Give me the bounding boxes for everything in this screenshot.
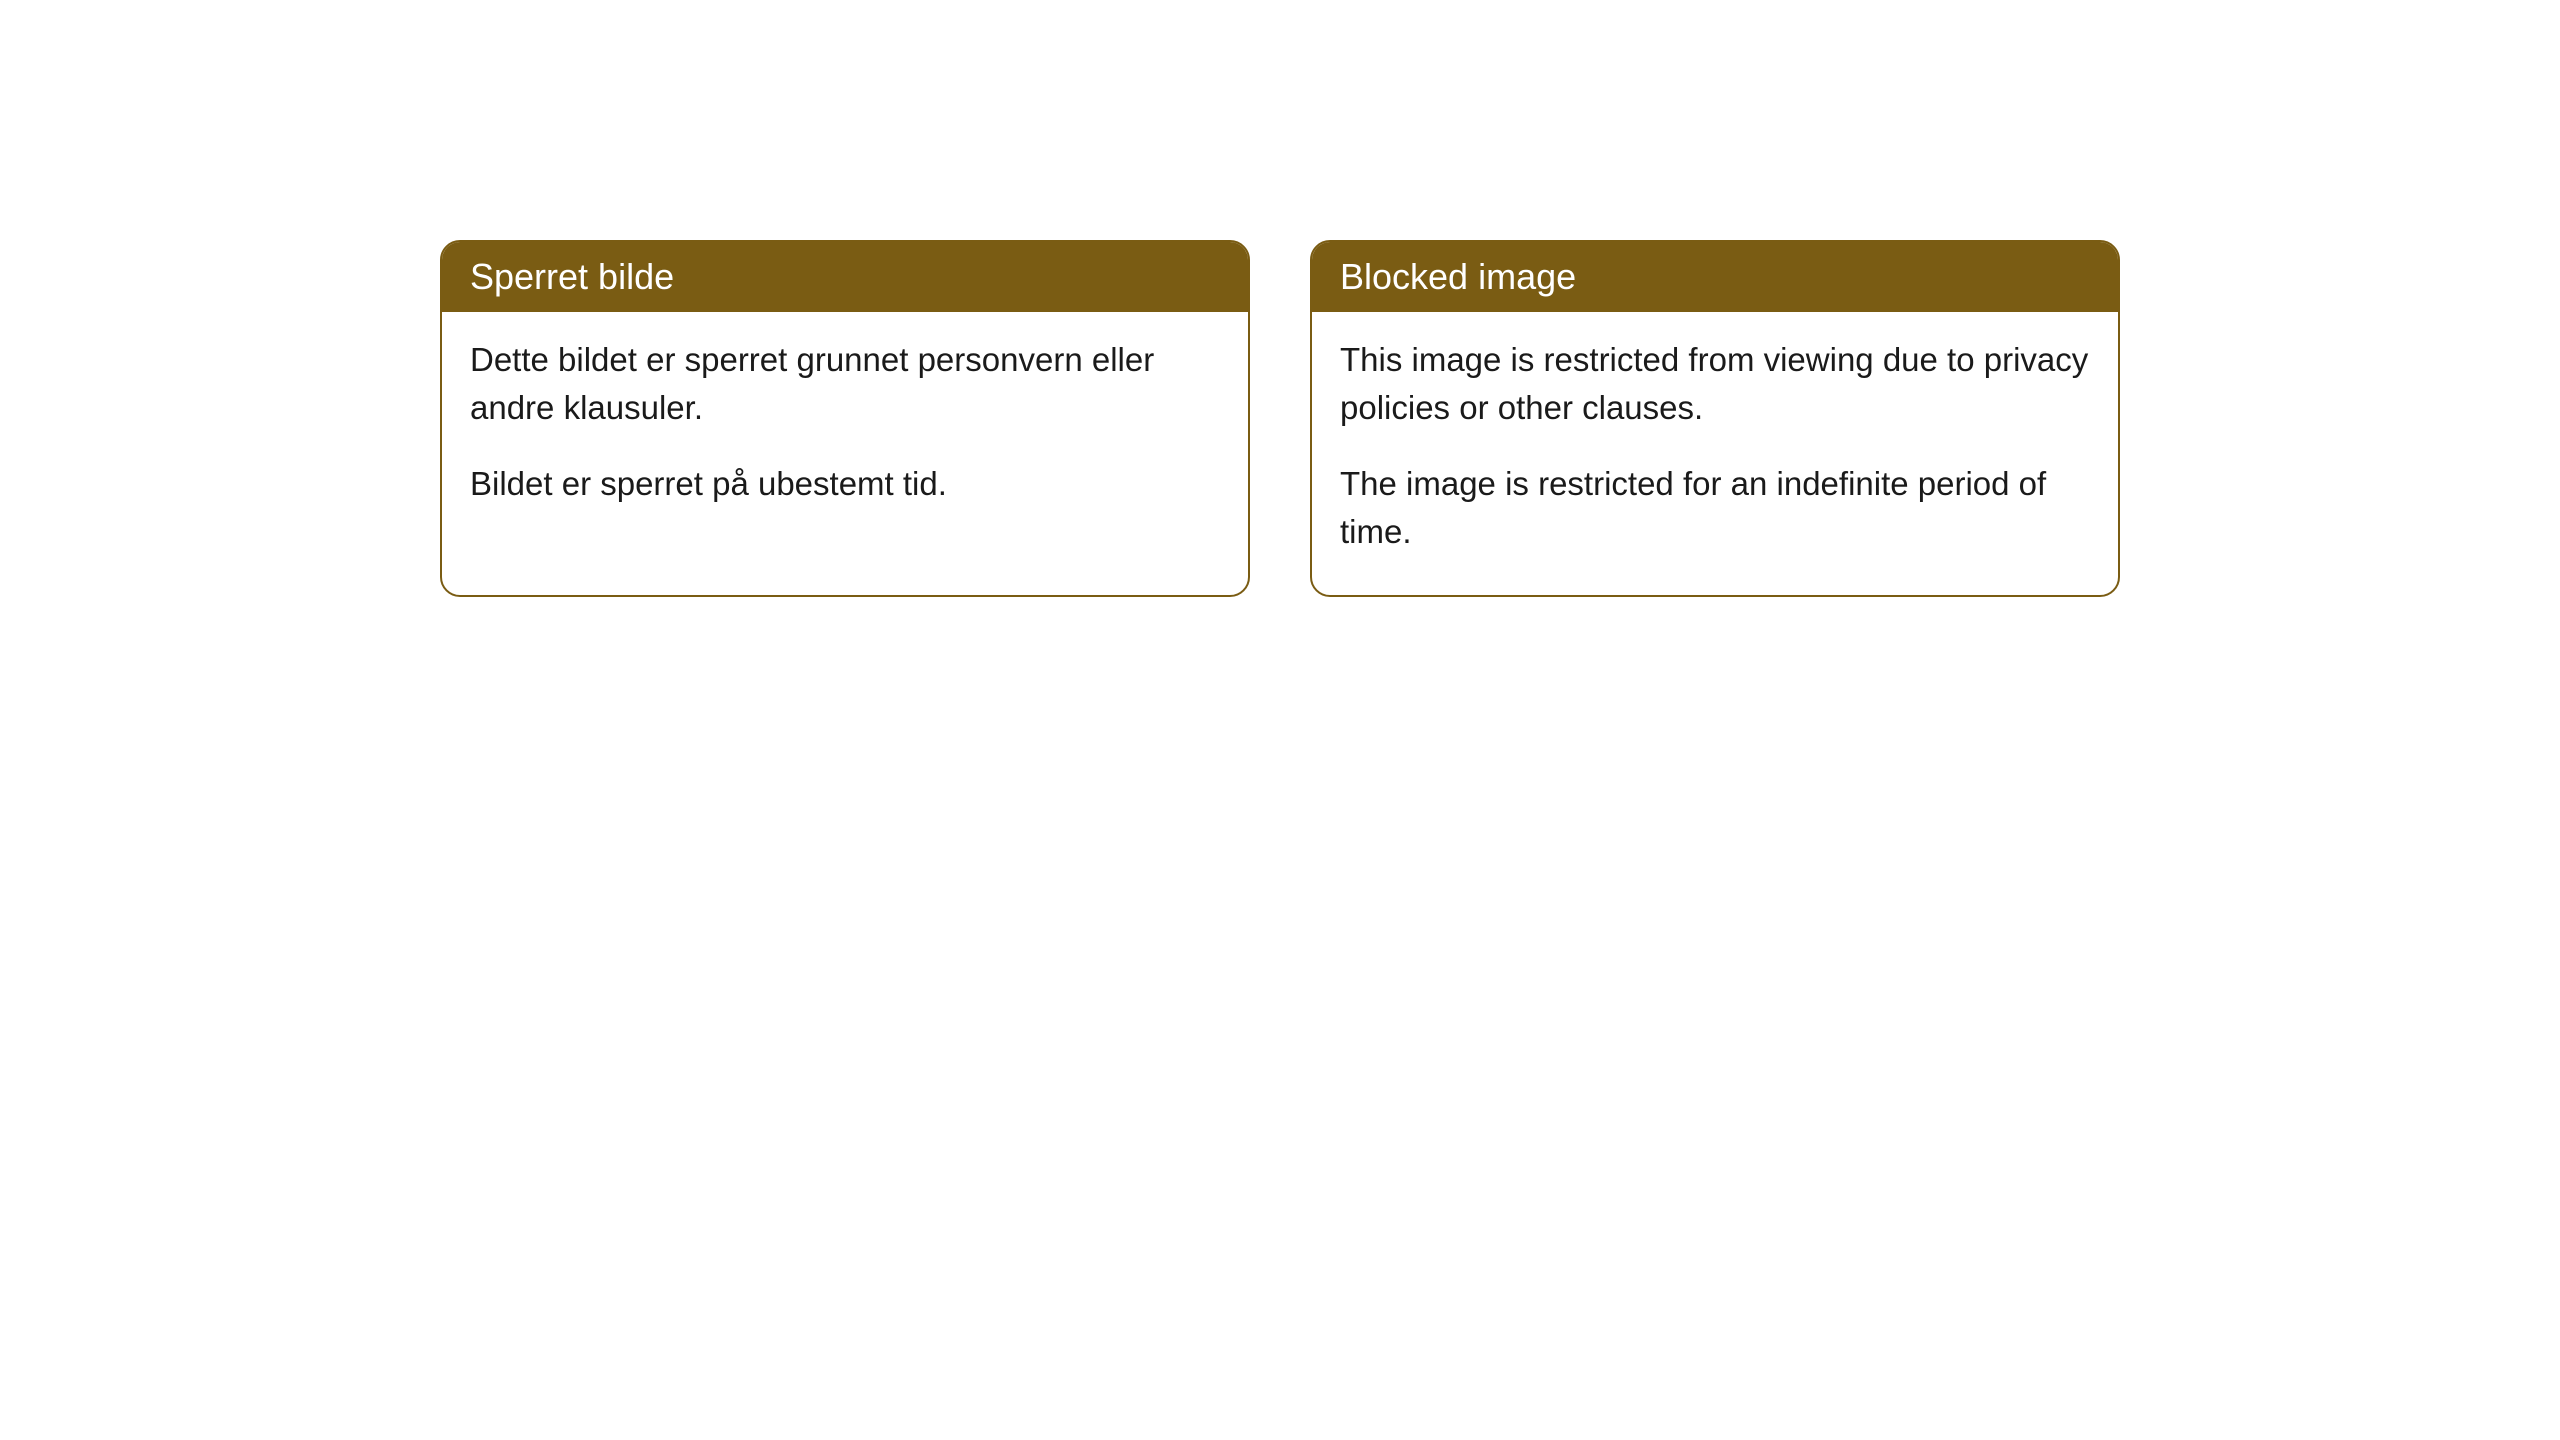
card-header-english: Blocked image <box>1312 242 2118 312</box>
card-body-english: This image is restricted from viewing du… <box>1312 312 2118 595</box>
card-norwegian: Sperret bilde Dette bildet er sperret gr… <box>440 240 1250 597</box>
card-body-norwegian: Dette bildet er sperret grunnet personve… <box>442 312 1248 548</box>
card-paragraph-2: The image is restricted for an indefinit… <box>1340 460 2090 556</box>
card-paragraph-1: This image is restricted from viewing du… <box>1340 336 2090 432</box>
card-english: Blocked image This image is restricted f… <box>1310 240 2120 597</box>
cards-container: Sperret bilde Dette bildet er sperret gr… <box>0 240 2560 597</box>
card-header-norwegian: Sperret bilde <box>442 242 1248 312</box>
card-paragraph-2: Bildet er sperret på ubestemt tid. <box>470 460 1220 508</box>
card-paragraph-1: Dette bildet er sperret grunnet personve… <box>470 336 1220 432</box>
